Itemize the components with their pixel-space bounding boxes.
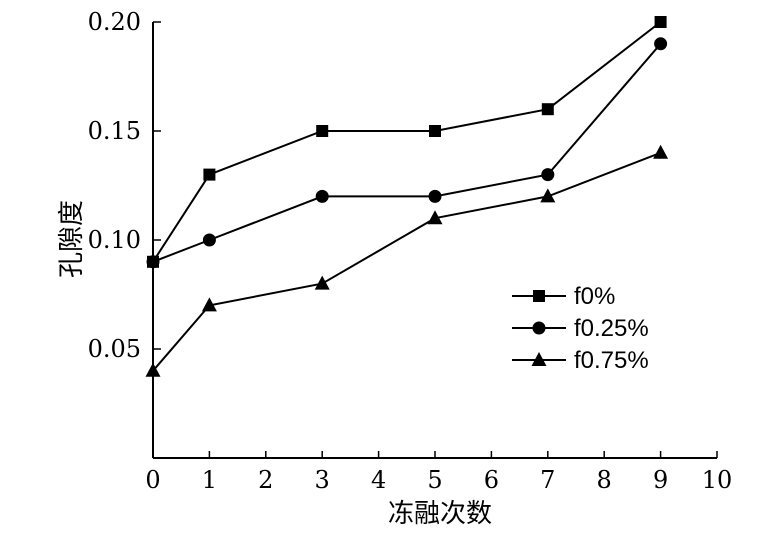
- x-tick-label: 6: [484, 466, 499, 494]
- triangle-marker: [540, 188, 556, 203]
- circle-marker: [541, 168, 555, 182]
- series-circle: [146, 37, 668, 269]
- x-tick-label: 4: [371, 466, 386, 494]
- x-tick-label: 8: [597, 466, 612, 494]
- square-marker: [541, 103, 554, 116]
- circle-marker: [532, 321, 546, 335]
- axes: [152, 22, 717, 459]
- triangle-marker: [201, 297, 217, 312]
- x-tick-label: 0: [145, 466, 160, 494]
- x-tick-label: 9: [653, 466, 668, 494]
- y-tick-label: 0.10: [88, 226, 141, 254]
- square-marker: [533, 290, 545, 302]
- triangle-marker: [145, 362, 161, 377]
- square-marker: [654, 16, 667, 28]
- series-triangle: [145, 144, 669, 377]
- series-layer: [145, 16, 669, 377]
- y-tick-label: 0.15: [88, 117, 141, 145]
- series-square: [147, 16, 667, 268]
- legend-item: f0.75%: [512, 347, 649, 374]
- square-marker: [203, 168, 216, 181]
- circle-marker: [315, 189, 329, 203]
- series-line: [152, 151, 661, 372]
- y-tick-label: 0.05: [88, 335, 141, 363]
- y-axis-label: 孔隙度: [57, 200, 87, 278]
- x-tick-label: 5: [427, 466, 442, 494]
- circle-marker: [654, 37, 668, 51]
- circle-marker: [202, 233, 216, 247]
- legend-label: f0.75%: [574, 347, 649, 374]
- square-marker: [316, 125, 329, 137]
- legend-label: f0%: [574, 283, 615, 310]
- x-tick-label: 7: [540, 466, 555, 494]
- circle-marker: [428, 189, 442, 203]
- legend: f0% f0.25% f0.75%: [512, 283, 649, 374]
- triangle-marker: [427, 210, 443, 225]
- legend-item: f0.25%: [512, 315, 649, 342]
- series-line: [152, 43, 662, 263]
- series-line: [152, 21, 662, 263]
- circle-marker: [146, 255, 160, 269]
- legend-label: f0.25%: [574, 315, 649, 342]
- x-axis-label: 冻融次数: [388, 499, 492, 529]
- legend-item: f0%: [512, 283, 615, 310]
- x-tick-label: 3: [315, 466, 330, 494]
- triangle-marker: [314, 275, 330, 290]
- tick-marks: 0 1 2 3 4 5 6 7 8 9 10 0.05 0.10 0.15 0.20: [88, 8, 733, 494]
- triangle-marker: [531, 352, 547, 366]
- x-tick-label: 2: [258, 466, 273, 494]
- y-tick-label: 0.20: [88, 8, 141, 36]
- square-marker: [429, 125, 441, 137]
- x-tick-label: 1: [202, 466, 217, 494]
- x-tick-label: 10: [702, 466, 733, 494]
- triangle-marker: [653, 144, 669, 159]
